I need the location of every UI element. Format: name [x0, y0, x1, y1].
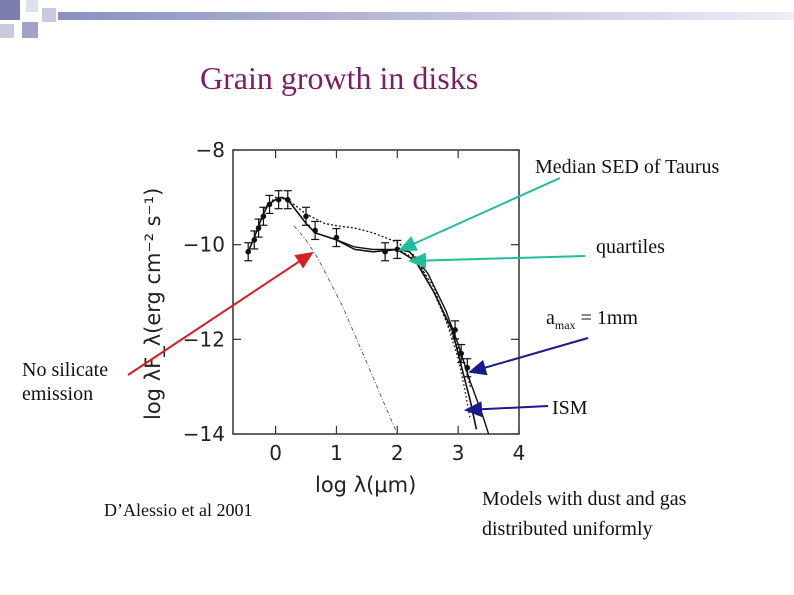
- data-point: [251, 237, 258, 243]
- data-point: [464, 364, 471, 371]
- amax-suffix: = 1mm: [575, 307, 638, 329]
- top-gradient-bar: [58, 12, 794, 20]
- x-tick-label: 0: [269, 441, 282, 465]
- data-point: [452, 327, 458, 333]
- plot-frame: [232, 149, 520, 435]
- y-tick-label: −14: [183, 422, 225, 446]
- data-point: [382, 248, 388, 255]
- series-line-2: [262, 196, 471, 387]
- corner-square-4: [42, 8, 56, 22]
- slide-title: Grain growth in disks: [200, 60, 479, 96]
- corner-square-1: [0, 0, 20, 20]
- x-tick-label: 3: [452, 441, 465, 465]
- no-silicate-label: No silicate emission: [22, 358, 109, 406]
- observations: [244, 190, 472, 378]
- ism-arrow: [464, 401, 549, 418]
- data-point: [266, 201, 273, 208]
- amax-prefix: a: [546, 307, 555, 329]
- citation: D’Alessio et al 2001: [104, 500, 253, 520]
- y-tick-label: −8: [196, 138, 225, 162]
- amax-sub: max: [554, 318, 576, 332]
- models-note: Models with dust and gas distributed uni…: [482, 484, 686, 544]
- series-line-5: [293, 225, 398, 435]
- data-point: [255, 225, 262, 231]
- series-line-3: [336, 239, 490, 435]
- no-silicate-line2: emission: [22, 383, 94, 405]
- x-tick-label: 4: [513, 441, 526, 465]
- ism-label: ISM: [552, 397, 588, 419]
- series-line-1: [247, 196, 478, 430]
- ticks: 0 1 2 3 4 −8 −10 −12 −14: [183, 138, 526, 465]
- x-axis-label: log λ(μm): [315, 473, 416, 497]
- quartiles-label: quartiles: [596, 236, 665, 258]
- data-point: [394, 246, 401, 253]
- amax-arrow: [468, 337, 589, 376]
- models-note-line1: Models with dust and gas: [482, 488, 687, 510]
- no-silicate-line1: No silicate: [22, 359, 109, 381]
- data-point: [333, 234, 340, 241]
- y-axis-label: log λF_λ(erg cm⁻² s⁻¹): [141, 188, 166, 420]
- y-tick-label: −12: [183, 327, 225, 351]
- corner-square-3: [0, 24, 14, 38]
- data-point: [260, 213, 267, 220]
- corner-square-2: [22, 22, 38, 38]
- median-sed-label: Median SED of Taurus: [535, 156, 720, 178]
- data-point: [458, 350, 464, 357]
- x-tick-label: 1: [330, 441, 343, 465]
- series-lines: [247, 196, 490, 435]
- amax-label: amax = 1mm: [546, 306, 638, 337]
- data-point: [275, 196, 282, 203]
- no-silicate-arrow: [127, 251, 314, 376]
- y-tick-label: −10: [183, 233, 225, 257]
- data-point: [284, 196, 291, 203]
- corner-square-5: [26, 0, 38, 12]
- models-note-line2: distributed uniformly: [482, 518, 653, 540]
- x-tick-label: 2: [391, 441, 404, 465]
- series-line-4: [397, 248, 471, 420]
- data-point: [303, 213, 309, 220]
- quartiles-arrow: [408, 252, 586, 269]
- data-point: [312, 227, 318, 234]
- median-arrow: [398, 177, 561, 251]
- data-point: [245, 248, 252, 255]
